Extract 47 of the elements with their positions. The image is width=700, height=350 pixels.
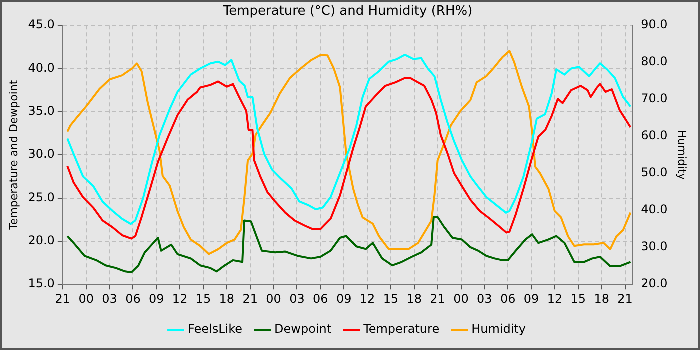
x-tick-label: 09 bbox=[336, 292, 352, 306]
x-tick-label: 21 bbox=[55, 292, 71, 306]
y-tick-label: 15.0 bbox=[28, 276, 55, 291]
x-tick-label: 12 bbox=[172, 292, 188, 306]
legend-label: Dewpoint bbox=[274, 322, 332, 336]
x-tick-label: 21 bbox=[430, 292, 446, 306]
x-tick-label: 15 bbox=[196, 292, 212, 306]
x-tick-label: 00 bbox=[78, 292, 94, 306]
y2-tick-label: 60.0 bbox=[641, 128, 668, 143]
y-tick-label: 35.0 bbox=[28, 104, 55, 118]
y2-axis-title: Humidity bbox=[676, 130, 689, 181]
y2-tick-label: 40.0 bbox=[641, 202, 668, 217]
y2-tick-label: 20.0 bbox=[641, 276, 668, 291]
x-tick-label: 18 bbox=[406, 292, 422, 306]
y-tick-label: 30.0 bbox=[28, 147, 55, 162]
x-tick-label: 03 bbox=[477, 292, 492, 306]
x-tick-label: 15 bbox=[570, 292, 586, 306]
x-tick-label: 06 bbox=[313, 292, 328, 306]
x-tick-label: 03 bbox=[102, 292, 118, 306]
y2-tick-label: 30.0 bbox=[641, 240, 668, 254]
y-axis-title: Temperature and Dewpoint bbox=[7, 80, 20, 231]
legend-label: Temperature bbox=[362, 322, 440, 336]
legend-label: Humidity bbox=[472, 322, 526, 336]
y2-tick-label: 50.0 bbox=[641, 166, 668, 180]
x-tick-label: 06 bbox=[500, 292, 516, 306]
x-tick-label: 21 bbox=[618, 292, 633, 306]
x-tick-label: 18 bbox=[219, 292, 235, 306]
y2-tick-label: 80.0 bbox=[641, 54, 668, 69]
x-tick-label: 12 bbox=[360, 292, 376, 306]
x-tick-label: 03 bbox=[290, 292, 305, 306]
y2-tick-label: 90.0 bbox=[641, 18, 668, 32]
x-tick-label: 21 bbox=[242, 292, 258, 306]
x-tick-label: 09 bbox=[149, 292, 164, 306]
x-tick-label: 15 bbox=[383, 292, 399, 306]
x-tick-label: 09 bbox=[524, 292, 540, 306]
y-tick-label: 20.0 bbox=[28, 234, 55, 248]
x-tick-label: 12 bbox=[547, 292, 563, 306]
x-tick-label: 18 bbox=[594, 292, 610, 306]
x-tick-label: 06 bbox=[126, 292, 141, 306]
y-tick-label: 25.0 bbox=[28, 190, 55, 204]
y-tick-label: 45.0 bbox=[28, 18, 55, 32]
y-tick-label: 40.0 bbox=[28, 60, 55, 75]
chart-title: Temperature (°C) and Humidity (RH%) bbox=[222, 4, 473, 20]
y2-tick-label: 70.0 bbox=[641, 92, 668, 106]
x-tick-label: 00 bbox=[266, 292, 282, 306]
x-tick-label: 00 bbox=[454, 292, 469, 306]
legend-label: FeelsLike bbox=[188, 322, 243, 336]
